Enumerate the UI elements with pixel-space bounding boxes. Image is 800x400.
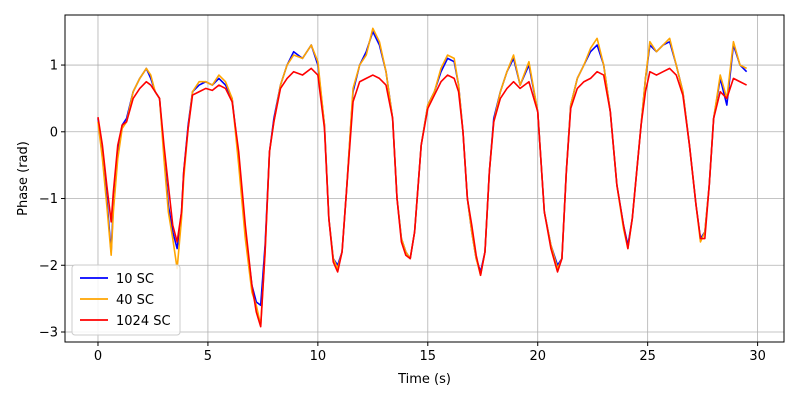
x-tick-label: 5 (204, 349, 212, 364)
y-tick-label: −1 (39, 192, 58, 207)
legend-label: 10 SC (116, 272, 154, 287)
x-axis-ticks: 0 5 10 15 20 25 30 (94, 342, 766, 364)
y-axis-label: Phase (rad) (16, 141, 31, 216)
legend-label: 1024 SC (116, 314, 171, 329)
y-axis-ticks: −3 −2 −1 0 1 (39, 59, 65, 340)
series-lines (97, 27, 748, 328)
legend-label: 40 SC (116, 293, 154, 308)
x-tick-label: 0 (94, 349, 102, 364)
plot-frame (64, 14, 785, 343)
legend: 10 SC 40 SC 1024 SC (71, 264, 181, 336)
x-tick-label: 20 (529, 349, 546, 364)
y-tick-label: −3 (39, 325, 58, 340)
y-tick-label: −2 (39, 259, 58, 274)
legend-box (71, 264, 181, 336)
series-line-1024-sc (97, 67, 747, 328)
y-tick-label: 1 (50, 59, 58, 74)
x-tick-label: 10 (310, 349, 327, 364)
x-tick-label: 30 (749, 349, 766, 364)
y-tick-label: 0 (50, 125, 58, 140)
x-tick-label: 15 (420, 349, 437, 364)
x-tick-label: 25 (639, 349, 656, 364)
x-axis-label: Time (s) (397, 372, 451, 387)
